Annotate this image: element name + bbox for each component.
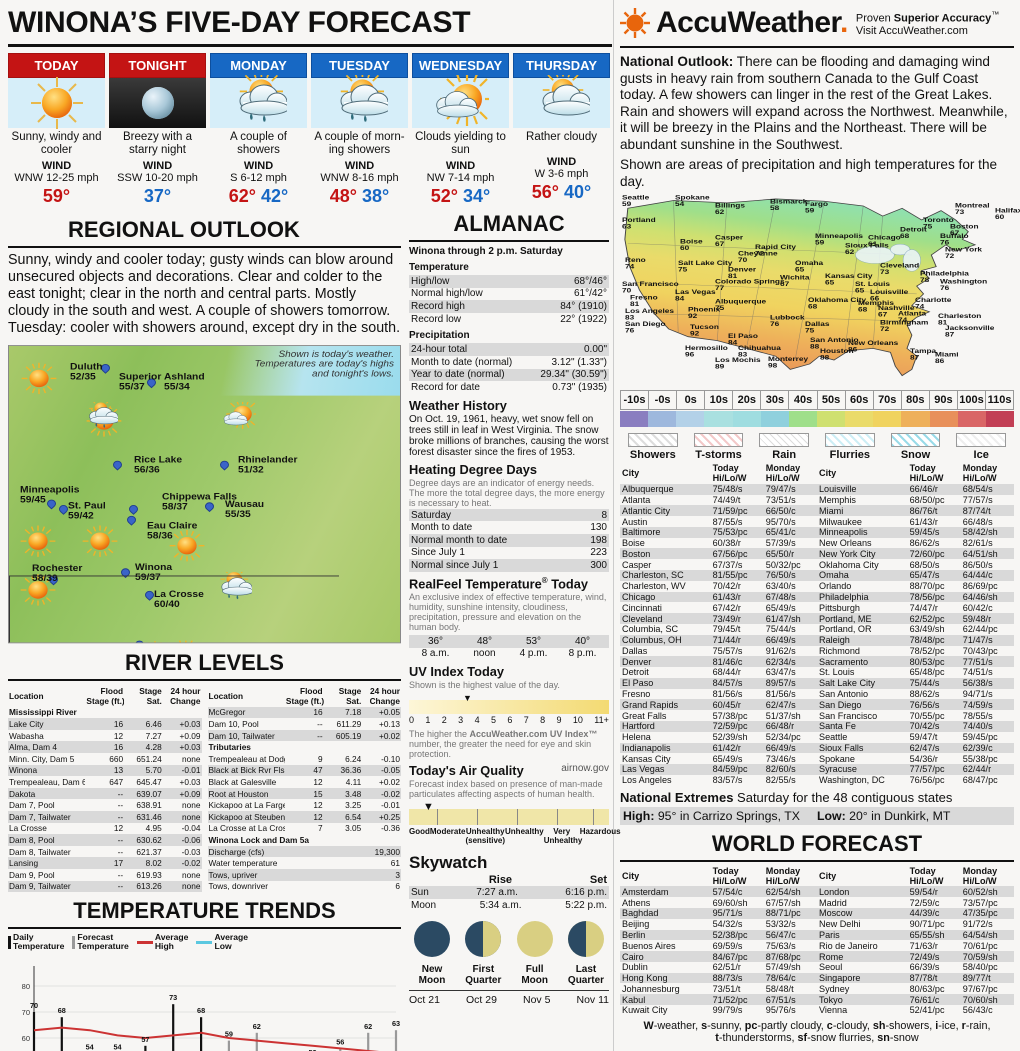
svg-text:56: 56 xyxy=(336,1037,344,1046)
svg-text:68: 68 xyxy=(197,1006,205,1015)
svg-text:59: 59 xyxy=(225,1030,233,1039)
svg-text:70: 70 xyxy=(30,1001,38,1010)
svg-text:70: 70 xyxy=(22,1008,30,1017)
svg-text:68: 68 xyxy=(58,1006,66,1015)
svg-text:80: 80 xyxy=(22,982,30,991)
svg-text:60: 60 xyxy=(22,1034,30,1043)
svg-text:62: 62 xyxy=(364,1022,372,1031)
svg-text:54: 54 xyxy=(113,1043,122,1051)
svg-text:63: 63 xyxy=(392,1019,400,1028)
svg-text:62: 62 xyxy=(253,1022,261,1031)
svg-text:57: 57 xyxy=(141,1035,149,1044)
svg-text:54: 54 xyxy=(86,1043,95,1051)
svg-text:73: 73 xyxy=(169,993,177,1002)
